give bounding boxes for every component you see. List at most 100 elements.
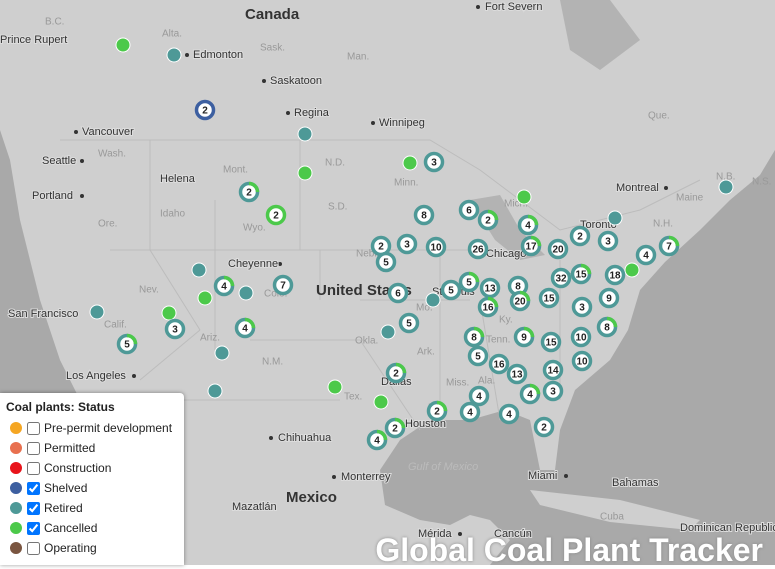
plant-cluster[interactable]: 2 (384, 417, 406, 439)
plant-cluster[interactable]: 20 (547, 238, 569, 260)
plant-cluster[interactable]: 3 (571, 296, 593, 318)
plant-cluster[interactable]: 5 (467, 345, 489, 367)
plant-cluster[interactable]: 2 (238, 181, 260, 203)
plant-cluster[interactable]: 2 (194, 99, 216, 121)
place-label: Montreal (616, 182, 659, 194)
plant-marker[interactable] (607, 210, 623, 226)
plant-cluster[interactable]: 4 (498, 403, 520, 425)
plant-marker[interactable] (402, 155, 418, 171)
plant-marker[interactable] (207, 383, 223, 399)
plant-marker[interactable] (373, 394, 389, 410)
legend-item[interactable]: Permitted (6, 438, 178, 458)
plant-marker[interactable] (425, 292, 441, 308)
plant-cluster[interactable]: 5 (440, 279, 462, 301)
plant-cluster[interactable]: 16 (488, 353, 510, 375)
legend-checkbox[interactable] (27, 421, 40, 435)
plant-cluster[interactable]: 3 (542, 380, 564, 402)
plant-cluster[interactable]: 4 (517, 214, 539, 236)
cluster-ring (547, 238, 569, 260)
plant-marker[interactable] (516, 189, 532, 205)
legend-checkbox[interactable] (27, 521, 40, 535)
plant-cluster[interactable]: 2 (265, 204, 287, 226)
plant-cluster[interactable]: 7 (272, 274, 294, 296)
plant-cluster[interactable]: 20 (509, 290, 531, 312)
plant-cluster[interactable]: 8 (413, 204, 435, 226)
plant-cluster[interactable]: 15 (538, 287, 560, 309)
plant-cluster[interactable]: 5 (398, 312, 420, 334)
plant-marker[interactable] (161, 305, 177, 321)
plant-cluster[interactable]: 2 (569, 225, 591, 247)
plant-cluster[interactable]: 10 (425, 236, 447, 258)
plant-marker[interactable] (214, 345, 230, 361)
legend-item[interactable]: Pre-permit development (6, 418, 178, 438)
plant-cluster[interactable]: 8 (463, 326, 485, 348)
plant-marker[interactable] (297, 126, 313, 142)
legend-item[interactable]: Operating (6, 538, 178, 558)
cluster-count: 9 (606, 294, 612, 305)
plant-marker[interactable] (718, 179, 734, 195)
plant-marker[interactable] (327, 379, 343, 395)
plant-cluster[interactable]: 10 (570, 326, 592, 348)
place-label: Sask. (260, 43, 285, 54)
plant-cluster[interactable]: 2 (426, 400, 448, 422)
plant-cluster[interactable]: 3 (396, 233, 418, 255)
plant-cluster[interactable]: 13 (506, 363, 528, 385)
place-label: Seattle (42, 155, 76, 167)
plant-cluster[interactable]: 6 (458, 199, 480, 221)
cluster-count: 8 (471, 333, 477, 344)
plant-marker[interactable] (166, 47, 182, 63)
plant-marker[interactable] (89, 304, 105, 320)
plant-cluster[interactable]: 17 (520, 235, 542, 257)
plant-cluster[interactable]: 32 (550, 267, 572, 289)
legend-checkbox[interactable] (27, 501, 40, 515)
plant-cluster[interactable]: 18 (604, 264, 626, 286)
legend-checkbox[interactable] (27, 461, 40, 475)
plant-cluster[interactable]: 9 (598, 287, 620, 309)
plant-cluster[interactable]: 4 (213, 275, 235, 297)
plant-cluster[interactable]: 9 (513, 326, 535, 348)
plant-cluster[interactable]: 2 (385, 362, 407, 384)
plant-cluster[interactable]: 5 (116, 333, 138, 355)
legend-item[interactable]: Construction (6, 458, 178, 478)
plant-cluster[interactable]: 6 (387, 282, 409, 304)
plant-marker[interactable] (191, 262, 207, 278)
plant-cluster[interactable]: 4 (366, 429, 388, 451)
plant-cluster[interactable]: 16 (477, 296, 499, 318)
plant-cluster[interactable]: 10 (571, 350, 593, 372)
plant-marker[interactable] (297, 165, 313, 181)
plant-marker[interactable] (115, 37, 131, 53)
plant-cluster[interactable]: 4 (234, 317, 256, 339)
plant-cluster[interactable]: 3 (597, 230, 619, 252)
plant-cluster[interactable]: 15 (570, 263, 592, 285)
plant-cluster[interactable]: 4 (519, 383, 541, 405)
plant-marker[interactable] (624, 262, 640, 278)
legend-swatch (10, 422, 22, 434)
plant-cluster[interactable]: 15 (540, 331, 562, 353)
plant-cluster[interactable]: 3 (164, 318, 186, 340)
plant-cluster[interactable]: 4 (468, 385, 490, 407)
plant-cluster[interactable]: 26 (467, 238, 489, 260)
plant-cluster[interactable]: 8 (596, 316, 618, 338)
plant-cluster[interactable]: 3 (423, 151, 445, 173)
place-label: N.D. (325, 158, 345, 169)
plant-cluster[interactable]: 14 (542, 359, 564, 381)
plant-cluster[interactable]: 4 (459, 401, 481, 423)
plant-marker[interactable] (197, 290, 213, 306)
cluster-count: 17 (525, 242, 537, 253)
plant-cluster[interactable]: 2 (533, 416, 555, 438)
plant-cluster[interactable]: 2 (477, 209, 499, 231)
plant-cluster[interactable]: 5 (375, 251, 397, 273)
plant-cluster[interactable]: 4 (635, 244, 657, 266)
plant-cluster[interactable]: 13 (479, 277, 501, 299)
legend-checkbox[interactable] (27, 481, 40, 495)
plant-marker[interactable] (238, 285, 254, 301)
plant-marker[interactable] (380, 324, 396, 340)
legend-item[interactable]: Retired (6, 498, 178, 518)
place-label: Mexico (286, 489, 337, 506)
legend-checkbox[interactable] (27, 541, 40, 555)
legend-checkbox[interactable] (27, 441, 40, 455)
plant-cluster[interactable]: 5 (458, 271, 480, 293)
plant-cluster[interactable]: 7 (658, 235, 680, 257)
legend-item[interactable]: Shelved (6, 478, 178, 498)
legend-item[interactable]: Cancelled (6, 518, 178, 538)
